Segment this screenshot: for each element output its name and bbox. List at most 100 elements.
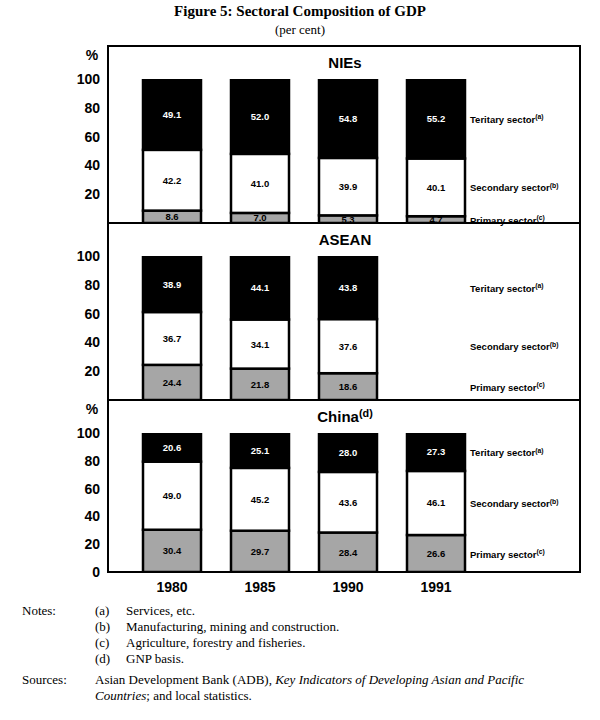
note-text: GNP basis.: [126, 651, 184, 667]
legend-label: Secondary sector(b): [470, 498, 558, 509]
y-tick-label: 100: [77, 425, 101, 441]
y-tick-label: 100: [77, 71, 101, 87]
bar-segment: [231, 154, 289, 213]
text-main: China: [317, 408, 359, 425]
bar-segment: [231, 468, 289, 531]
text-main: Teritary sector: [470, 283, 536, 294]
data-label: 26.6: [427, 548, 446, 559]
x-tick-label: 1990: [332, 579, 363, 595]
figure-subtitle: (per cent): [275, 22, 325, 37]
bar-segment: [231, 369, 289, 400]
bar-segment: [143, 365, 201, 400]
bar-segment: [319, 319, 377, 373]
page: {"figure": {"title": "Figure 5: Sectoral…: [0, 0, 600, 720]
y-tick-label: 40: [84, 334, 100, 350]
bars: [143, 433, 465, 572]
panel-title: NIEs: [328, 54, 361, 71]
data-label: 39.9: [339, 181, 358, 192]
text-main: Teritary sector: [470, 114, 536, 125]
bar-segment: [143, 150, 201, 211]
y-tick-label: 80: [84, 277, 100, 293]
note-text: Manufacturing, mining and construction.: [126, 619, 339, 635]
bar-segment: [143, 462, 201, 530]
data-label: 18.6: [339, 381, 358, 392]
data-label: 43.8: [339, 282, 358, 293]
data-label: 55.2: [427, 113, 446, 124]
note-mark: (c): [95, 635, 109, 651]
superscript: (c): [537, 548, 545, 556]
data-label: 8.6: [165, 211, 178, 222]
superscript: (a): [535, 282, 543, 290]
data-labels: 8.67.05.34.742.241.039.940.149.152.054.8…: [163, 109, 446, 225]
figure-title: Figure 5: Sectoral Composition of GDP: [174, 3, 426, 19]
bars: [143, 256, 377, 400]
y-axis-label: %: [86, 401, 99, 417]
bar-segment: [143, 433, 201, 462]
panel: [108, 223, 580, 400]
bar-segment: [143, 79, 201, 150]
data-label: 52.0: [251, 111, 270, 122]
bar-segment: [407, 433, 465, 471]
superscript: (c): [537, 381, 545, 389]
y-tick-label: 40: [84, 157, 100, 173]
data-label: 40.1: [427, 182, 446, 193]
superscript: (b): [550, 182, 559, 190]
chart-svg: Figure 5: Sectoral Composition of GDP (pe…: [0, 0, 600, 600]
panel: [108, 400, 580, 572]
bar-segment: [319, 533, 377, 572]
panel: [108, 46, 580, 223]
panel-title: China(d): [317, 407, 373, 425]
bars: [143, 79, 465, 223]
text-main: Primary sector: [470, 549, 537, 560]
bar-segment: [319, 256, 377, 319]
bar-segment: [143, 211, 201, 223]
bar-segment: [407, 535, 465, 572]
notes-label: Notes:: [22, 603, 56, 619]
data-label: 42.2: [163, 175, 182, 186]
data-labels: 24.421.818.636.734.137.638.944.143.8: [163, 279, 358, 393]
bar-segment: [319, 158, 377, 215]
data-label: 25.1: [251, 445, 270, 456]
data-label: 27.3: [427, 446, 446, 457]
bar-segment: [319, 373, 377, 400]
panel-frame: [108, 400, 580, 572]
data-label: 45.2: [251, 494, 270, 505]
data-label: 28.4: [339, 547, 358, 558]
data-label: 43.6: [339, 497, 358, 508]
bar-segment: [231, 213, 289, 223]
legend-label: Secondary sector(b): [470, 182, 558, 193]
bar-segment: [231, 256, 289, 320]
y-tick-label: 20: [84, 186, 100, 202]
data-label: 41.0: [251, 178, 270, 189]
text-main: Secondary sector: [470, 341, 550, 352]
superscript: (a): [535, 113, 543, 121]
legend-label: Teritary sector(a): [470, 113, 544, 124]
panel-frame: [108, 46, 580, 223]
superscript: (b): [550, 498, 559, 506]
data-label: 49.0: [163, 490, 182, 501]
data-label: 37.6: [339, 341, 358, 352]
panel-frame: [108, 223, 580, 400]
superscript: (c): [537, 214, 545, 222]
text-main: Secondary sector: [470, 498, 550, 509]
y-tick-label: 80: [84, 100, 100, 116]
y-tick-label: 0: [92, 564, 100, 580]
sources-part: ; and local statistics.: [146, 688, 251, 703]
panel-title: ASEAN: [319, 231, 372, 248]
data-label: 24.4: [163, 377, 182, 388]
bar-segment: [407, 158, 465, 216]
text-main: Secondary sector: [470, 182, 550, 193]
y-tick-label: 60: [84, 129, 100, 145]
sources-part: Asian Development Bank (ADB),: [95, 672, 275, 687]
data-label: 49.1: [163, 109, 182, 120]
legend-label: Teritary sector(a): [470, 282, 544, 293]
bar-segment: [407, 79, 465, 158]
superscript: (b): [550, 341, 559, 349]
note-mark: (d): [95, 651, 110, 667]
legend-label: Secondary sector(b): [470, 341, 558, 352]
y-tick-label: 60: [84, 481, 100, 497]
sources-label: Sources:: [22, 672, 67, 688]
x-tick-label: 1980: [156, 579, 187, 595]
data-label: 36.7: [163, 333, 182, 344]
legend-label: Primary sector(c): [470, 548, 545, 559]
